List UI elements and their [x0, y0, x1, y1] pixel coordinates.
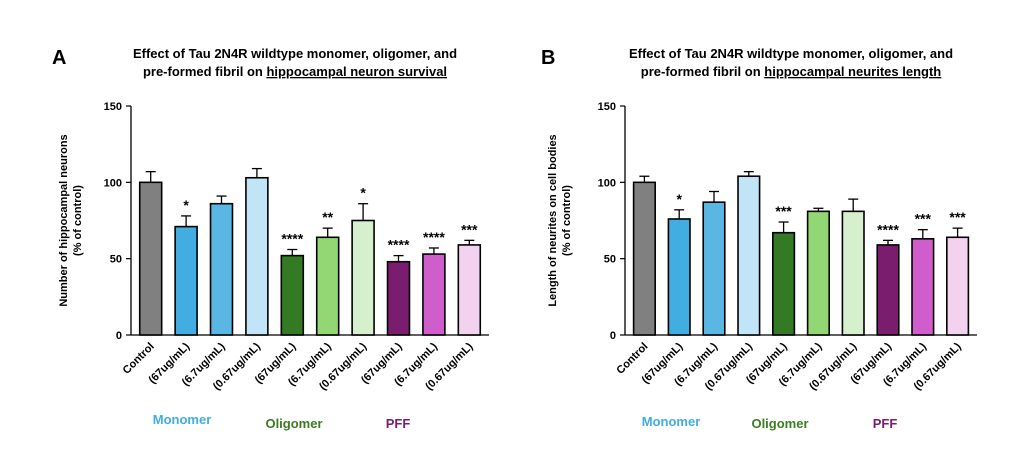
panel-a-y-axis-label-line2: (% of control) — [72, 185, 84, 256]
panel-b-bar — [946, 236, 970, 336]
panel-a-ytick-label: 50 — [110, 254, 122, 266]
panel-a-bar — [457, 244, 482, 336]
panel-b-ytick-label: 150 — [598, 101, 616, 113]
panel-a-category-label: Control — [121, 341, 157, 377]
panel-b-chart: 0 50 100 150 Length of neurites on cell bodi… — [547, 101, 977, 393]
panel-b-letter: B — [541, 47, 555, 69]
panel-b-title-line1: Effect of Tau 2N4R wildtype monomer, oli… — [629, 46, 953, 61]
panel-b-bar — [841, 210, 865, 336]
panel-a-bar — [422, 253, 446, 336]
panel-b-bar — [667, 218, 691, 336]
panel-b-bar — [876, 244, 900, 336]
panel-b-significance-label: *** — [775, 203, 792, 219]
panel-a-bar — [386, 260, 411, 336]
panel-b-bar — [737, 175, 761, 336]
panel-a-significance-label: ** — [322, 209, 333, 225]
panel-b-y-axis-label: Length of neurites on cell bodies (% of c… — [547, 134, 573, 306]
panel-b-group-monomer: Monomer — [642, 414, 701, 429]
panel-b-ytick-label: 0 — [610, 330, 616, 342]
panel-b-ytick-label: 50 — [604, 254, 616, 266]
panel-a-significance-label: **** — [388, 237, 410, 253]
panel-a-y-axis-label-line1: Number of hippocampal neurons — [58, 134, 70, 306]
panel-a-significance-label: * — [183, 197, 189, 213]
panel-b-bar — [632, 181, 656, 336]
panel-b-bar — [911, 238, 935, 336]
panel-b-ytick-label: 100 — [598, 177, 616, 189]
panel-a-title-line1: Effect of Tau 2N4R wildtype monomer, oli… — [133, 46, 457, 61]
panel-a-bar — [351, 219, 375, 336]
panel-a-bar — [245, 176, 269, 336]
panel-b-group-pff: PFF — [873, 416, 898, 431]
panel-a-significance-label: * — [360, 185, 366, 201]
panel-a-ytick-label: 100 — [104, 177, 122, 189]
panel-a-group-monomer: Monomer — [153, 412, 212, 427]
panel-a-ytick-label: 150 — [104, 101, 122, 113]
panel-b-bar — [772, 231, 796, 336]
panel-a-bar — [138, 181, 163, 336]
panel-b-significance-label: *** — [915, 211, 932, 227]
panel-a-title-prefix: pre-formed fibril on — [143, 64, 267, 79]
panel-a-significance-label: **** — [423, 229, 445, 245]
panel-a-title-underlined: hippocampal neuron survival — [266, 64, 447, 79]
panel-a-bar — [280, 254, 305, 336]
panel-b-significance-label: * — [676, 191, 682, 207]
panel-b-title-line2: pre-formed fibril on hippocampal neurite… — [641, 64, 942, 79]
panel-a-bar — [315, 236, 340, 336]
panel-a-bar — [209, 202, 234, 336]
panel-b-title-underlined: hippocampal neurites length — [764, 64, 941, 79]
panel-a-title-line2: pre-formed fibril on hippocampal neuron … — [143, 64, 447, 79]
panel-b-bar — [806, 210, 830, 336]
panel-b-significance-label: *** — [949, 209, 966, 225]
panel-a-group-oligomer: Oligomer — [265, 416, 322, 431]
panel-b-title-prefix: pre-formed fibril on — [641, 64, 765, 79]
panel-b-group-oligomer: Oligomer — [751, 416, 808, 431]
panel-a-y-axis-label: Number of hippocampal neurons (% of contr… — [58, 134, 84, 306]
panel-a-chart: 0 50 100 150 Number of hippocampal neurons (%… — [58, 101, 489, 393]
panel-b-y-axis-label-line1: Length of neurites on cell bodies — [547, 134, 559, 306]
panel-a-letter: A — [52, 47, 66, 69]
panel-b-significance-label: **** — [877, 221, 899, 237]
panel-b-y-axis-label-line2: (% of control) — [561, 185, 573, 256]
panel-a-ytick-label: 0 — [116, 330, 122, 342]
panel-a-significance-label: *** — [461, 221, 478, 237]
panel-a-bar — [174, 225, 198, 336]
panel-a-group-pff: PFF — [386, 416, 411, 431]
panel-a-significance-label: **** — [281, 231, 303, 247]
panel-b-bar — [702, 201, 726, 336]
